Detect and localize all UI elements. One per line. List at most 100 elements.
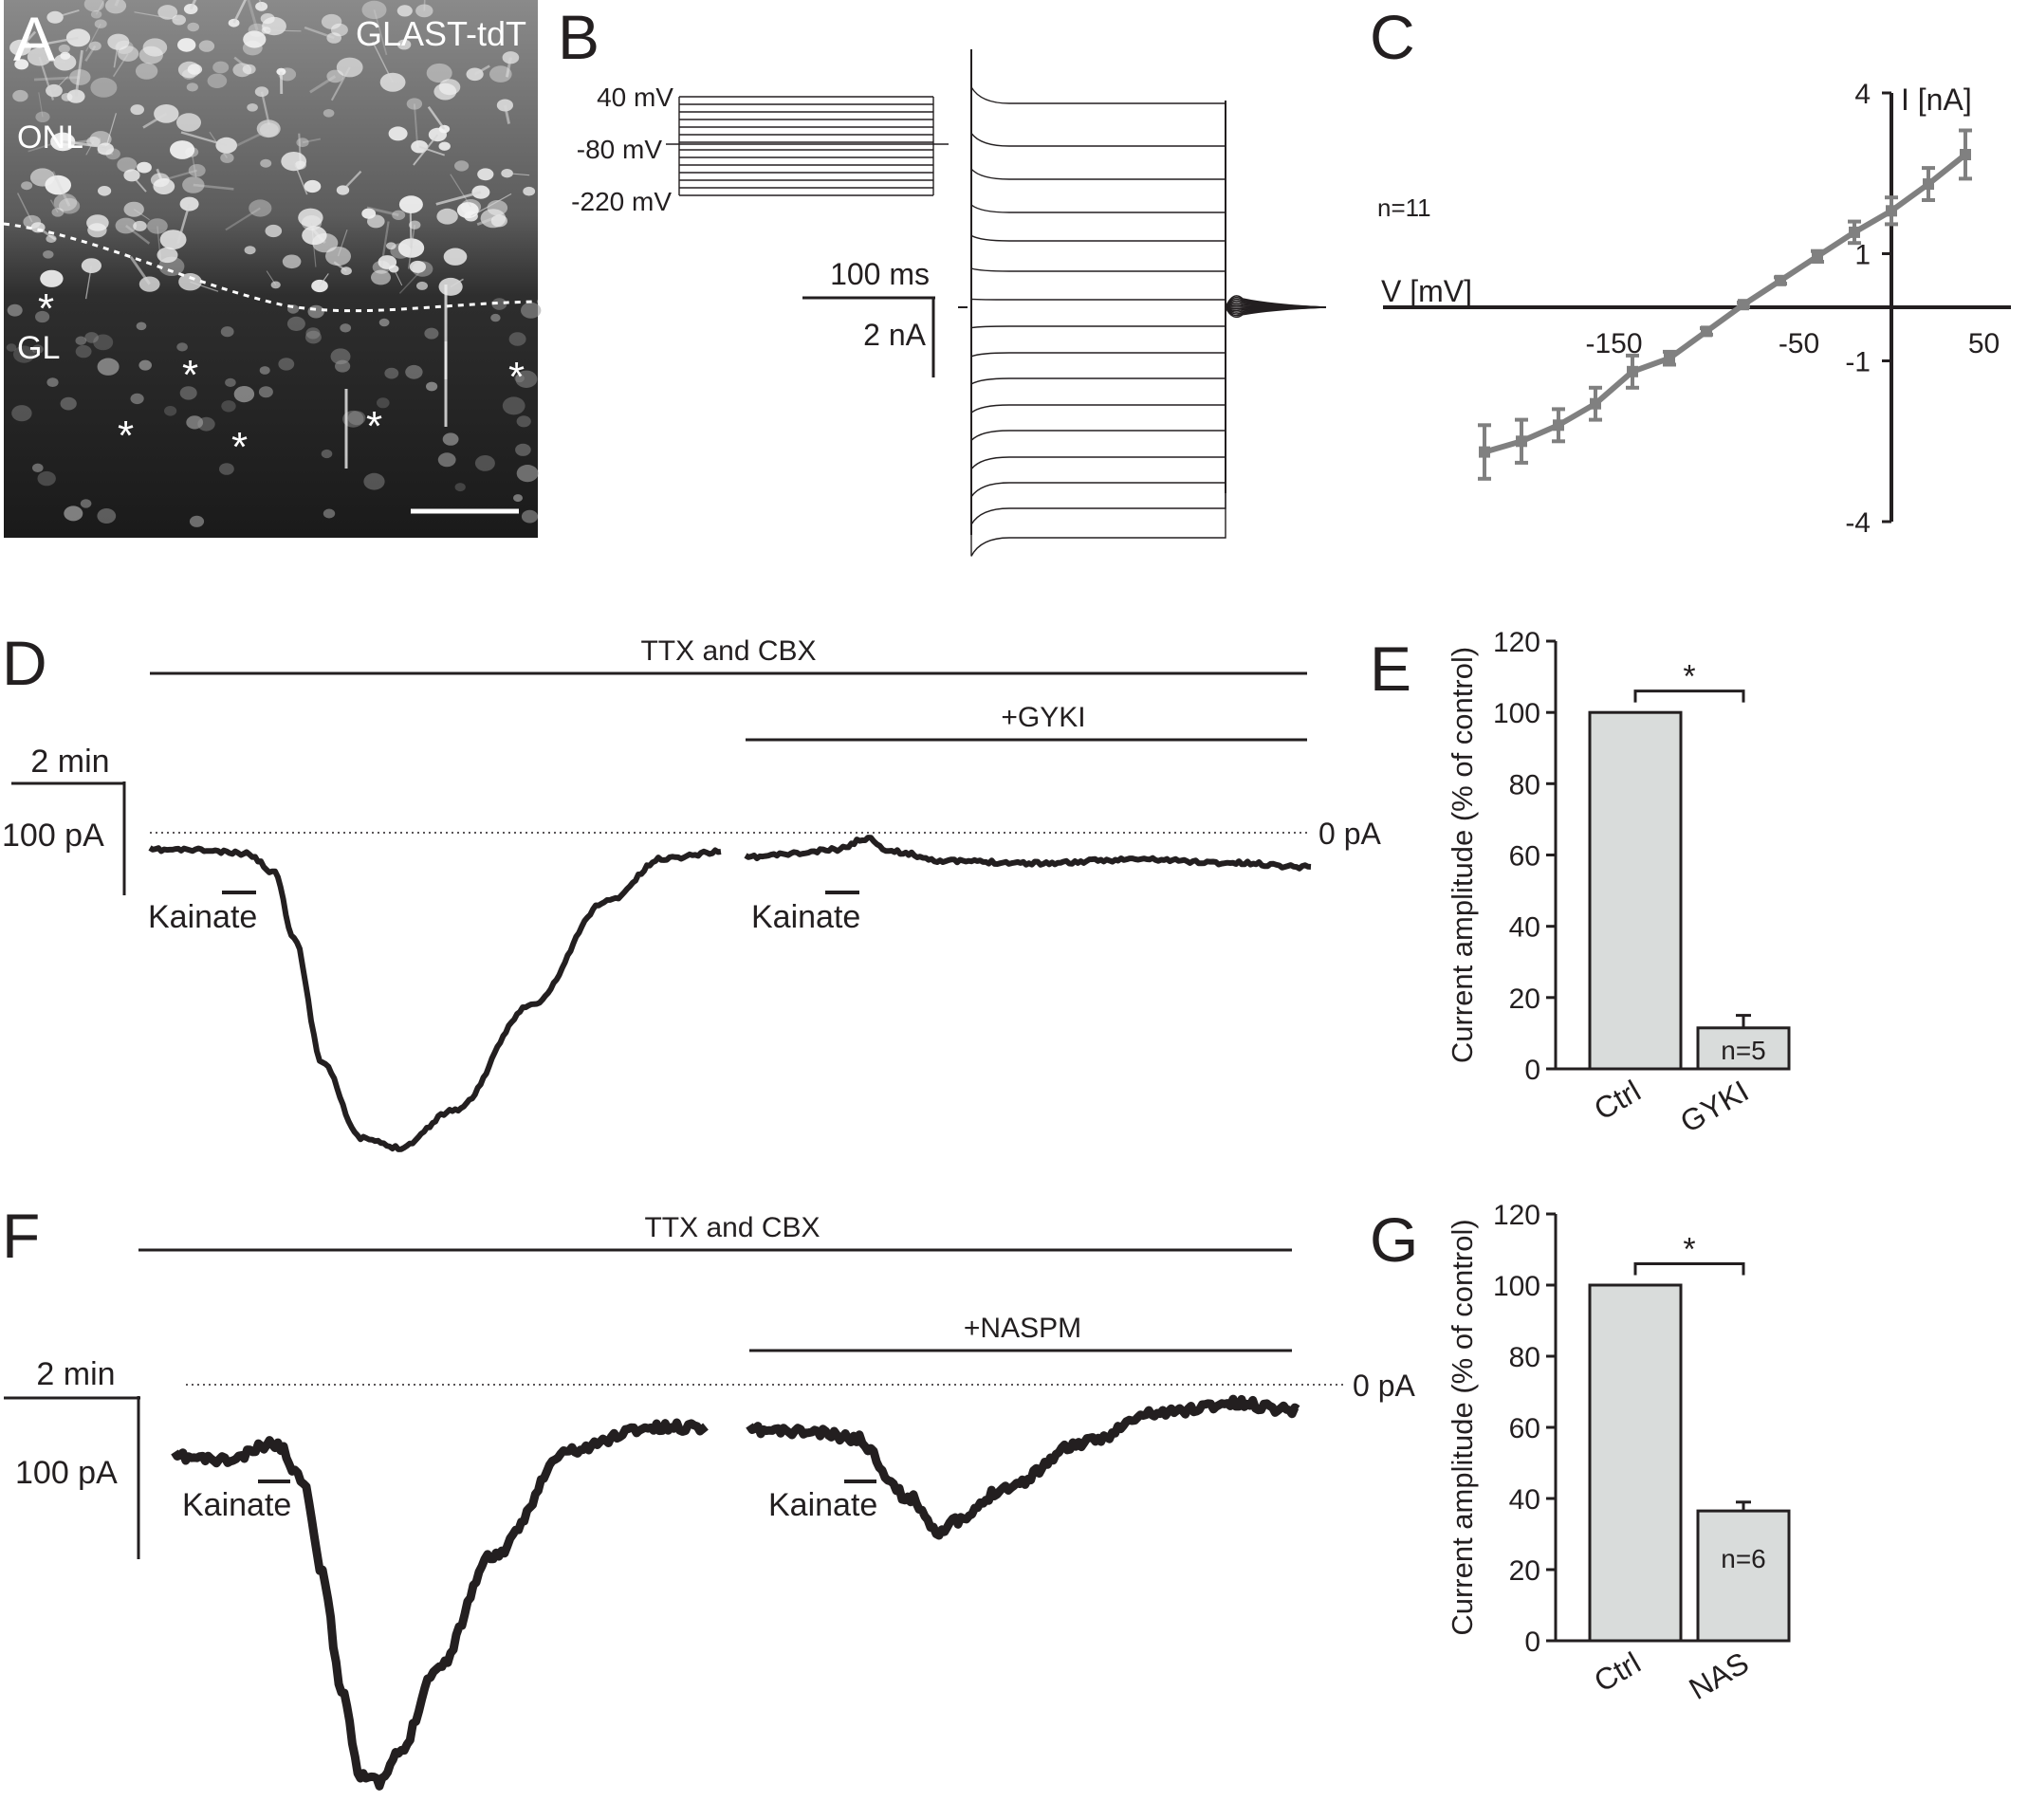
current-scale-label: 2 nA — [863, 318, 926, 352]
x-tick-label: -50 — [1779, 328, 1819, 359]
panel-d: D TTX and CBX +GYKI 0 pA 2 min 100 pA Ka… — [2, 628, 1381, 1152]
cell-body — [260, 13, 275, 25]
cell-body — [117, 156, 138, 173]
cell-body — [220, 153, 234, 163]
cell-body — [323, 508, 336, 519]
cell-body — [31, 344, 44, 355]
bar-ctrl — [1588, 1283, 1683, 1643]
cell-body — [177, 38, 196, 52]
cell-body — [86, 214, 109, 231]
y-axis-label: Current amplitude (% of control) — [1446, 647, 1479, 1063]
x-axis-label: V [mV] — [1381, 274, 1472, 308]
cell-body — [256, 119, 281, 138]
step-current-trace — [970, 307, 1226, 329]
cell-process — [51, 171, 71, 207]
cell-body — [137, 161, 152, 174]
cell-process — [266, 29, 302, 32]
x-tick-label: 50 — [1968, 328, 2000, 359]
cell-process — [46, 60, 65, 64]
n-annotation: n=6 — [1721, 1544, 1766, 1573]
cell-process — [225, 207, 261, 231]
cell-body — [94, 19, 107, 29]
cell-body — [179, 386, 197, 400]
cell-body — [23, 214, 42, 230]
cell-body — [416, 281, 428, 290]
cell-process — [232, 0, 248, 24]
cell-process — [125, 225, 151, 245]
cell-process — [233, 56, 250, 70]
cell-body — [46, 377, 59, 387]
cell-process — [380, 221, 390, 267]
cell-body — [406, 98, 423, 110]
step-current-trace — [970, 307, 1226, 443]
data-point — [1775, 274, 1786, 286]
cell-body — [53, 193, 78, 211]
cell-body — [182, 69, 196, 80]
cell-body — [454, 483, 466, 492]
cell-body — [384, 367, 399, 379]
cell-body — [130, 104, 144, 116]
step-current-trace — [970, 307, 1226, 386]
cell-body — [426, 381, 438, 392]
cell-body — [323, 109, 335, 118]
cell-process — [393, 268, 403, 286]
cell-body — [490, 313, 501, 322]
cell-body — [157, 5, 178, 20]
cell-process — [304, 26, 335, 40]
time-scale-label: 2 min — [36, 1356, 115, 1392]
zero-label: 0 pA — [1353, 1369, 1415, 1403]
cell-body — [133, 220, 147, 231]
asterisk-2: * — [182, 352, 198, 398]
cell-body — [378, 255, 397, 269]
cell-process — [84, 45, 97, 62]
zero-label: 0 pA — [1318, 817, 1381, 851]
cell-body — [307, 304, 324, 319]
cell-body — [186, 83, 198, 92]
cell-process — [234, 128, 270, 148]
y-axis-label: Current amplitude (% of control) — [1446, 1219, 1479, 1635]
cell-process — [503, 104, 511, 124]
cell-body — [158, 256, 185, 276]
y-tick-label: 40 — [1509, 1484, 1540, 1516]
x-tick-label: GYKI — [1674, 1074, 1754, 1139]
significance-star: * — [1683, 1232, 1695, 1268]
cell-body — [278, 67, 297, 82]
cell-body — [189, 515, 205, 527]
cell-process — [450, 174, 471, 208]
onl-label: ONL — [17, 119, 83, 156]
cell-body — [305, 327, 321, 340]
cell-process — [408, 225, 415, 269]
cell-body — [115, 40, 134, 55]
cell-body — [515, 370, 538, 388]
cell-body — [378, 318, 390, 327]
asterisk-1: * — [38, 285, 54, 332]
cell-process — [134, 11, 179, 21]
data-point — [1960, 149, 1971, 160]
cell-body — [138, 276, 160, 292]
x-tick-label: Ctrl — [1588, 1074, 1646, 1127]
asterisk-6: * — [508, 354, 525, 400]
cell-body — [438, 141, 451, 151]
cell-body — [286, 316, 305, 331]
asterisk-4: * — [231, 424, 248, 470]
cell-body — [398, 195, 423, 213]
panel-a: A GLAST-tdT ONL GL * * * * * * — [3, 0, 542, 538]
cell-process — [435, 191, 482, 206]
cell-body — [90, 77, 118, 98]
cell-body — [255, 1, 268, 11]
data-point — [1701, 325, 1712, 338]
cell-body — [347, 411, 366, 426]
cell-body — [508, 332, 526, 346]
cell-body — [243, 30, 267, 48]
significance-bracket — [1633, 1262, 1745, 1276]
cell-body — [436, 208, 458, 225]
drug-label: +NASPM — [964, 1313, 1081, 1344]
cell-body — [89, 131, 112, 148]
panel-f: F TTX and CBX +NASPM 0 pA 2 min 100 pA K… — [2, 1201, 1415, 1791]
cell-body — [97, 508, 117, 524]
cell-body — [58, 44, 70, 54]
x-tick-label: Ctrl — [1588, 1645, 1646, 1699]
data-point — [1590, 397, 1601, 410]
cell-process — [85, 23, 101, 52]
